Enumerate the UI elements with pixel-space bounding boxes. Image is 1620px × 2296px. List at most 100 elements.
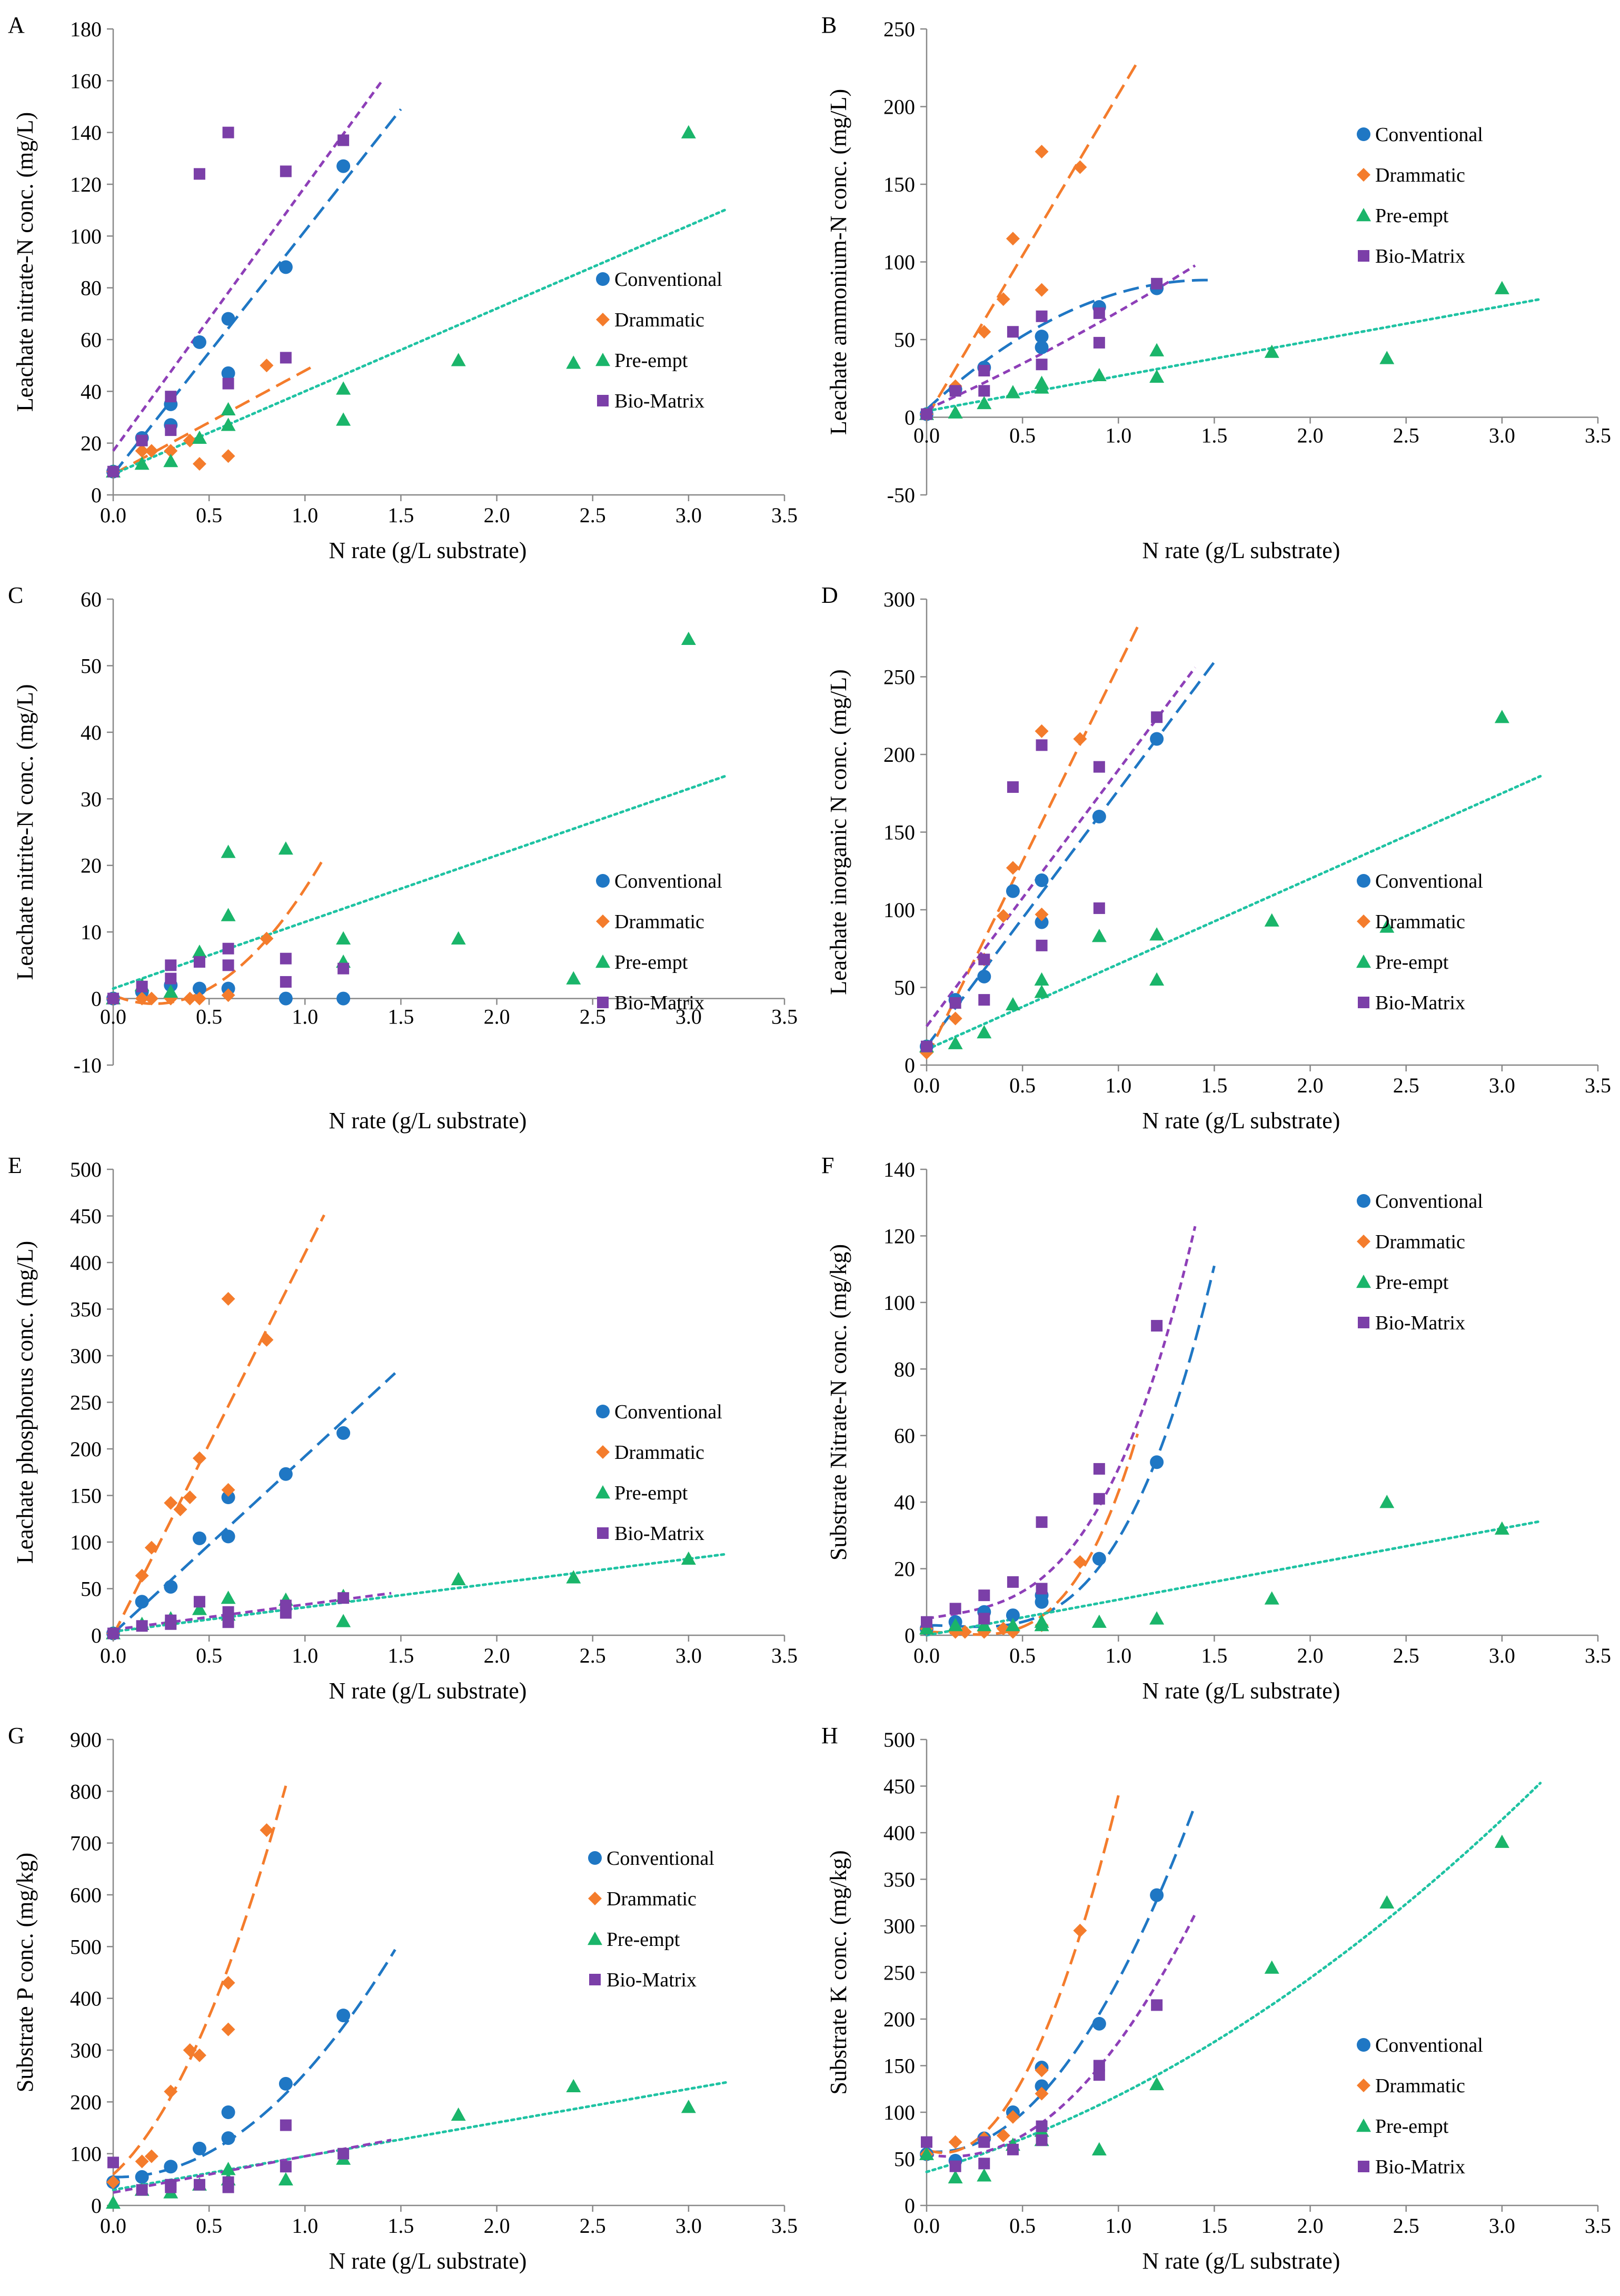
panel-b-xtick-label: 0.5 [1009,424,1036,448]
marker-bio-matrix-0 [921,2136,932,2148]
marker-bio-matrix-6 [1036,2134,1048,2146]
marker-pre-empt-8 [1264,1591,1279,1605]
panel-f-legend-bio-matrix: Bio-Matrix [1375,1312,1465,1334]
panel-f-legend-conventional: Conventional [1375,1190,1483,1212]
marker-bio-matrix-1 [136,1620,148,1632]
marker-legend-drammatic-0 [588,1892,602,1905]
panel-g-ytick-label: 700 [70,1832,102,1855]
marker-drammatic-8 [221,1483,235,1497]
marker-bio-matrix-5 [222,942,234,955]
marker-conventional-3 [1006,1608,1020,1623]
panel-h-y-title: Substrate K conc. (mg/kg) [826,1850,851,2094]
marker-pre-empt-7 [336,412,351,426]
marker-bio-matrix-3 [978,994,990,1006]
marker-pre-empt-1 [948,1618,963,1632]
marker-legend-conventional-0 [1357,127,1370,141]
panel-b-trendline-conventional [926,279,1215,411]
panel-h-ytick-label: 300 [883,1914,915,1938]
marker-bio-matrix-9 [337,1592,350,1604]
panel-f-ytick-label: 60 [894,1424,915,1448]
marker-pre-empt-2 [977,1025,992,1039]
marker-conventional-3 [192,981,206,996]
marker-conventional-4 [221,2105,235,2119]
marker-pre-empt-6 [278,2172,293,2186]
marker-bio-matrix-6 [1036,939,1048,951]
marker-pre-empt-2 [163,454,178,468]
panel-b-ytick-label: 50 [894,328,915,352]
panel-b-label: B [821,12,837,38]
panel-d-ytick-label: 50 [894,976,915,1000]
marker-pre-empt-5 [1034,1618,1049,1632]
panel-d-legend-conventional: Conventional [1375,870,1483,892]
marker-bio-matrix-6 [1036,1583,1048,1595]
panel-c-ytick-label: 60 [81,588,102,611]
panel-h-legend-drammatic: Drammatic [1375,2075,1465,2097]
marker-pre-empt-1 [134,456,150,470]
panel-f-series-pre-empt [919,1495,1509,1635]
marker-pre-empt-3 [1005,997,1020,1011]
marker-pre-empt-8 [451,353,466,366]
panel-g-trendline-pre-empt [112,2081,729,2191]
marker-legend-conventional-0 [596,1405,610,1418]
marker-pre-empt-9 [566,2079,581,2093]
panel-g-series-drammatic [106,1823,274,2189]
panel-b-ytick-label: 150 [883,173,915,196]
marker-bio-matrix-7 [1093,2060,1105,2072]
panel-g-legend-bio-matrix: Bio-Matrix [607,1969,697,1991]
marker-drammatic-2 [144,444,158,458]
panel-d-legend: Conventional Drammatic Pre-empt Bio-Matrix [1356,870,1483,1014]
marker-conventional-3 [1006,884,1020,898]
marker-bio-matrix-1 [136,980,148,992]
marker-bio-matrix-9 [1151,1999,1163,2011]
panel-c-series-pre-empt [106,631,696,1005]
panel-e-xtick-label: 0.5 [196,1644,222,1667]
marker-pre-empt-4 [221,844,236,858]
panel-e: E 0 50 100 150 200 250 300 350 400 450 500 0.0 0.5 1.0… [8,1152,798,1704]
panel-d-trendline-conventional [925,661,1216,1048]
panel-b-xtick-label: 0.0 [913,424,940,448]
marker-pre-empt-9 [451,1572,466,1585]
panel-g-xtick-label: 0.5 [196,2214,222,2238]
panel-h-ytick-label: 500 [883,1728,915,1752]
marker-conventional-6 [279,2076,293,2091]
panel-c-trendline-drammatic [113,857,325,1006]
panel-a-series-bio-matrix [107,126,350,478]
marker-conventional-6 [336,991,351,1006]
panel-f-trendline-pre-empt [925,1520,1542,1637]
marker-legend-bio-matrix-0 [1358,997,1369,1008]
panel-h-ytick-label: 50 [894,2148,915,2171]
panel-b-x-title: N rate (g/L substrate) [1142,538,1340,563]
marker-conventional-7 [1150,1888,1164,1902]
panel-f-x-title: N rate (g/L substrate) [1142,1678,1340,1704]
marker-pre-empt-5 [221,908,236,921]
panel-c-ytick-label: 20 [81,854,102,878]
marker-pre-empt-7 [1149,2076,1165,2091]
panel-e-ytick-label: 200 [70,1437,102,1461]
marker-bio-matrix-2 [978,365,990,376]
marker-pre-empt-3 [192,945,207,958]
panel-e-xtick-label: 2.5 [580,1644,606,1667]
panel-h-ytick-label: 350 [883,1868,915,1892]
panel-f-xtick-label: 0.0 [913,1644,940,1667]
marker-conventional-6 [1092,2016,1106,2031]
marker-bio-matrix-1 [949,2160,961,2172]
panel-a-trendline-pre-empt [112,207,729,476]
marker-bio-matrix-0 [921,1616,932,1628]
panel-a-ytick-label: 20 [81,432,102,455]
marker-drammatic-0 [106,2175,120,2189]
panel-g-xtick-label: 3.0 [675,2214,702,2238]
panel-e-legend-conventional: Conventional [614,1401,722,1423]
panel-h-legend: Conventional Drammatic Pre-empt Bio-Matrix [1356,2034,1483,2178]
panel-f-xtick-label: 0.5 [1009,1644,1036,1667]
panel-c-xtick-label: 3.5 [771,1005,798,1029]
marker-pre-empt-0 [919,2146,934,2160]
panel-g-ytick-label: 100 [70,2142,102,2166]
marker-bio-matrix-9 [337,134,350,146]
panel-a-label: A [8,12,25,38]
marker-drammatic-7 [221,2022,235,2036]
marker-legend-bio-matrix-0 [597,1527,609,1539]
panel-a-y-title: Leachate nitrate-N conc. (mg/L) [12,112,38,412]
marker-drammatic-3 [996,292,1010,306]
panel-f-label: F [821,1152,834,1178]
marker-bio-matrix-3 [978,2136,990,2148]
